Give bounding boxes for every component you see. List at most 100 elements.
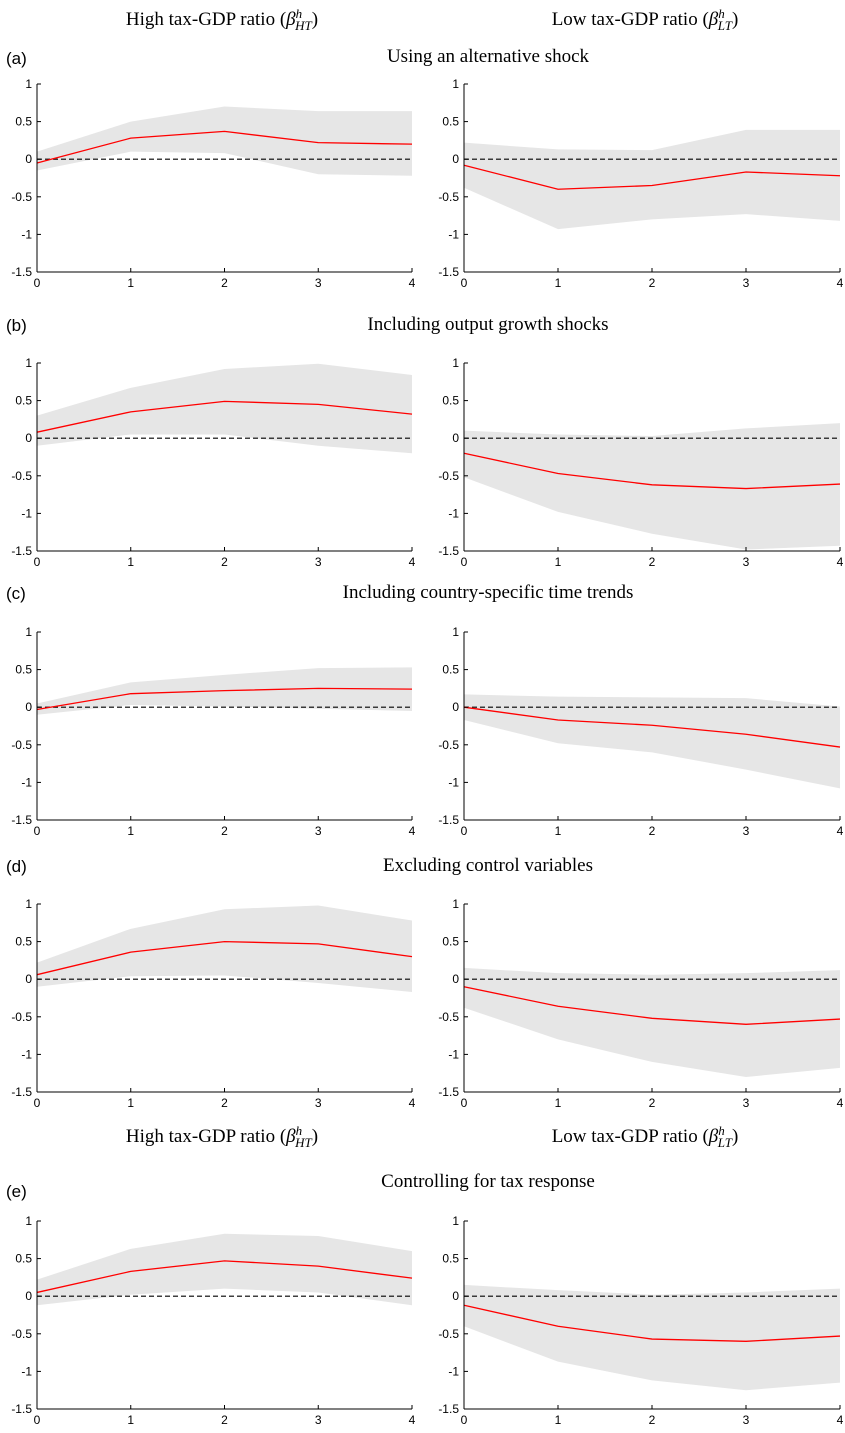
panel-label: (a) [6, 49, 27, 68]
x-tick-label: 0 [461, 1096, 468, 1110]
y-tick-label: -1 [21, 506, 32, 520]
symbol: β [708, 9, 719, 30]
confidence-band [37, 905, 412, 992]
x-tick-label: 1 [127, 555, 134, 569]
y-tick-label: 0.5 [442, 663, 459, 677]
x-tick-label: 3 [743, 555, 750, 569]
column-header: High tax-GDP ratio (βh HT) [126, 1123, 318, 1150]
estimate-line [36, 940, 413, 976]
x-tick-label: 1 [555, 276, 562, 290]
y-tick-label: 1 [25, 1214, 32, 1228]
x-tick-label: 0 [461, 1413, 468, 1427]
estimate-line [463, 1304, 841, 1342]
column-header: Low tax-GDP ratio (βh LT) [552, 6, 739, 33]
y-tick-label: 0.5 [442, 394, 459, 408]
paren: ) [312, 9, 318, 30]
y-tick-label: 0.5 [15, 935, 32, 949]
y-tick-label: 0 [25, 972, 32, 986]
x-tick-label: 0 [34, 1413, 41, 1427]
column-header: High tax-GDP ratio (βh HT) [126, 6, 318, 33]
y-tick-label: 1 [452, 897, 459, 911]
symbol: β [708, 1126, 719, 1147]
x-tick-label: 1 [127, 1096, 134, 1110]
x-tick-label: 2 [221, 1096, 228, 1110]
y-tick-label: -0.5 [438, 469, 459, 483]
y-tick-label: -0.5 [438, 738, 459, 752]
y-tick-label: -1 [448, 1364, 459, 1378]
y-tick-label: 0.5 [442, 935, 459, 949]
estimate-line [463, 706, 841, 748]
y-tick-label: 0.5 [15, 394, 32, 408]
x-tick-label: 1 [127, 276, 134, 290]
y-tick-label: 0 [452, 152, 459, 166]
paren: ) [312, 1126, 318, 1147]
y-tick-label: 1 [452, 356, 459, 370]
x-tick-label: 4 [409, 1413, 416, 1427]
x-tick-label: 3 [315, 555, 322, 569]
y-tick-label: 1 [452, 1214, 459, 1228]
x-tick-label: 0 [461, 824, 468, 838]
x-tick-label: 0 [34, 1096, 41, 1110]
header-text: High tax-GDP ratio [126, 9, 275, 30]
y-tick-label: -1 [448, 506, 459, 520]
y-tick-label: 0 [452, 700, 459, 714]
x-tick-label: 4 [837, 1096, 844, 1110]
y-tick-label: -1 [21, 227, 32, 241]
y-tick-label: 0 [25, 1289, 32, 1303]
superscript: h [718, 6, 725, 21]
panel-label: (b) [6, 316, 27, 335]
y-tick-label: -0.5 [11, 190, 32, 204]
estimate-line [36, 1260, 413, 1294]
y-tick-label: -1.5 [438, 544, 459, 558]
panel-label: (c) [6, 584, 26, 603]
paren: ( [275, 9, 286, 30]
x-tick-label: 2 [649, 276, 656, 290]
superscript: h [718, 1123, 725, 1138]
y-tick-label: 1 [25, 897, 32, 911]
y-tick-label: 0.5 [442, 1252, 459, 1266]
y-tick-label: 0 [25, 700, 32, 714]
y-tick-label: -1.5 [11, 544, 32, 558]
confidence-band [464, 129, 840, 230]
x-tick-label: 2 [221, 1413, 228, 1427]
confidence-band [464, 1284, 840, 1391]
y-tick-label: 1 [452, 625, 459, 639]
y-tick-label: 0 [25, 431, 32, 445]
x-tick-label: 0 [461, 555, 468, 569]
y-tick-label: -0.5 [11, 1327, 32, 1341]
paren: ( [275, 1126, 286, 1147]
panel-title: Excluding control variables [383, 855, 593, 876]
subscript: HT [294, 18, 312, 33]
x-tick-label: 0 [34, 555, 41, 569]
x-tick-label: 3 [743, 276, 750, 290]
panel-title: Controlling for tax response [381, 1171, 595, 1192]
x-tick-label: 1 [555, 555, 562, 569]
panel-title: Including output growth shocks [367, 314, 608, 335]
estimate-line [463, 986, 841, 1025]
y-tick-label: -0.5 [438, 190, 459, 204]
y-tick-label: 0 [25, 152, 32, 166]
y-tick-label: 1 [25, 625, 32, 639]
y-tick-label: -0.5 [438, 1010, 459, 1024]
x-tick-label: 3 [743, 1413, 750, 1427]
panel-label: (e) [6, 1182, 27, 1201]
paren: ) [732, 1126, 738, 1147]
y-tick-label: -1.5 [438, 1085, 459, 1099]
header-text: Low tax-GDP ratio [552, 1126, 698, 1147]
estimate-line [463, 452, 841, 490]
y-tick-label: 0.5 [15, 663, 32, 677]
y-tick-label: -1.5 [438, 813, 459, 827]
y-tick-label: -1 [21, 1047, 32, 1061]
y-tick-label: -0.5 [11, 738, 32, 752]
symbol: β [285, 1126, 296, 1147]
x-tick-label: 4 [837, 824, 844, 838]
confidence-band [464, 694, 840, 789]
confidence-band [37, 106, 412, 176]
x-tick-label: 0 [34, 276, 41, 290]
subscript: HT [294, 1135, 312, 1150]
header-text: Low tax-GDP ratio [552, 9, 698, 30]
y-tick-label: -1.5 [11, 1402, 32, 1416]
x-tick-label: 3 [315, 1413, 322, 1427]
x-tick-label: 3 [315, 276, 322, 290]
